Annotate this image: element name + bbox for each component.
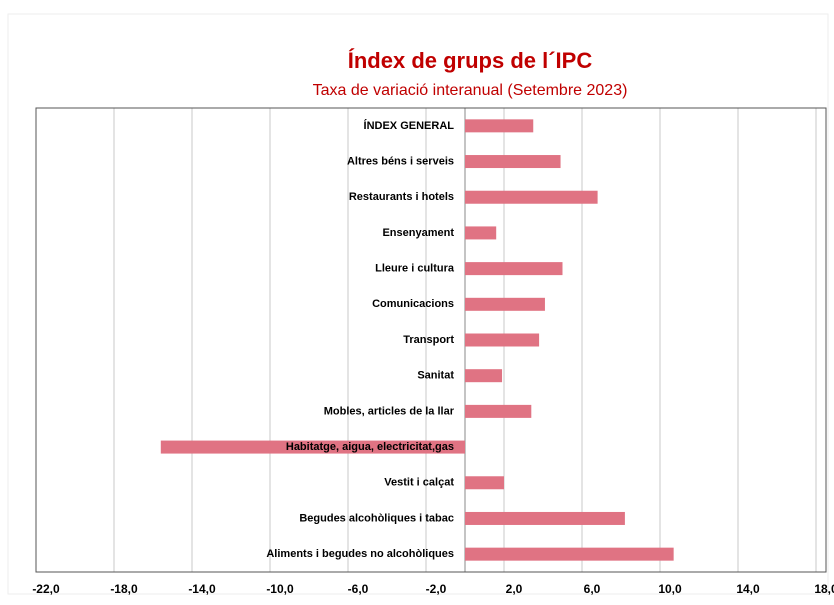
x-tick-label: 10,0 bbox=[658, 582, 682, 596]
category-label: Altres béns i serveis bbox=[347, 155, 454, 167]
bar bbox=[465, 155, 561, 169]
chart-area bbox=[7, 13, 829, 595]
x-tick-label: -6,0 bbox=[348, 582, 369, 596]
plot-frame bbox=[35, 107, 827, 573]
x-tick-label: -22,0 bbox=[32, 582, 60, 596]
category-label: Vestit i calçat bbox=[384, 477, 454, 489]
bar bbox=[465, 226, 497, 240]
bar bbox=[465, 297, 545, 311]
x-tick-label: 2,0 bbox=[506, 582, 523, 596]
bar bbox=[465, 511, 625, 525]
x-tick-label: 6,0 bbox=[584, 582, 601, 596]
x-tick-label: -18,0 bbox=[110, 582, 138, 596]
bar bbox=[465, 404, 532, 418]
category-label: Restaurants i hotels bbox=[349, 191, 454, 203]
category-label: Comunicacions bbox=[372, 298, 454, 310]
x-tick-label: -14,0 bbox=[188, 582, 216, 596]
bar bbox=[465, 333, 540, 347]
bar bbox=[465, 476, 504, 490]
x-tick-label: 18,0 bbox=[814, 582, 834, 596]
bar bbox=[465, 190, 598, 204]
chart-subtitle: Taxa de variació interanual (Setembre 20… bbox=[313, 82, 628, 99]
category-label: Sanitat bbox=[417, 370, 454, 382]
bar bbox=[465, 262, 563, 276]
category-label: Begudes alcohòliques i tabac bbox=[299, 512, 454, 524]
category-label: Ensenyament bbox=[382, 227, 454, 239]
bar bbox=[160, 440, 466, 454]
x-tick-label: -2,0 bbox=[426, 582, 447, 596]
chart-title: Índex de grups de l´IPC bbox=[348, 48, 593, 73]
bar bbox=[465, 119, 534, 133]
x-tick-label: -10,0 bbox=[266, 582, 294, 596]
category-label: Habitatge, aigua, electricitat,gas bbox=[286, 441, 454, 453]
bar bbox=[465, 547, 674, 561]
category-label: Lleure i cultura bbox=[375, 263, 455, 275]
bar bbox=[465, 369, 503, 383]
category-label: Aliments i begudes no alcohòliques bbox=[266, 548, 454, 560]
category-label: Transport bbox=[403, 334, 454, 346]
x-tick-label: 14,0 bbox=[736, 582, 760, 596]
category-label: ÍNDEX GENERAL bbox=[364, 119, 455, 132]
category-label: Mobles, articles de la llar bbox=[324, 405, 455, 417]
